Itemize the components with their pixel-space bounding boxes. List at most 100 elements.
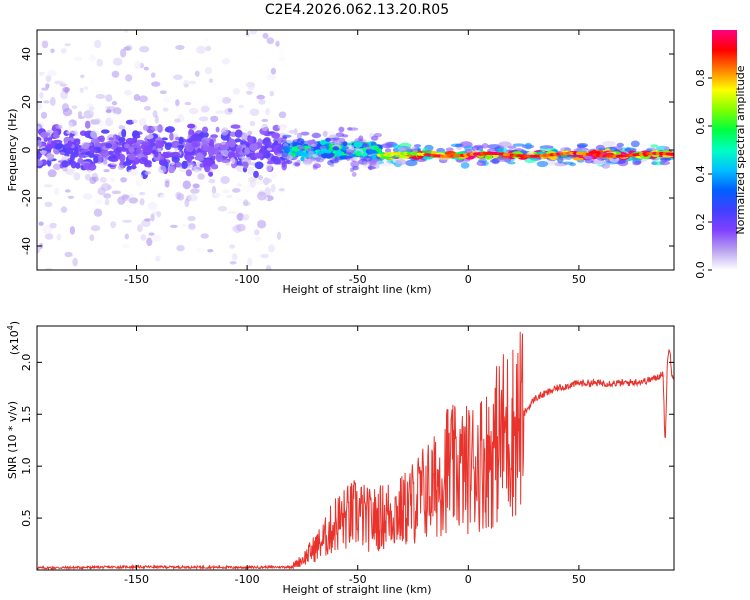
heatmap-cell — [300, 156, 305, 162]
heatmap-cell — [150, 126, 161, 131]
heatmap-cell — [37, 101, 43, 111]
heatmap-cell — [207, 249, 214, 253]
heatmap-cell — [329, 159, 340, 164]
heatmap-cell — [49, 97, 56, 106]
heatmap-cell — [230, 157, 236, 165]
heatmap-cell — [150, 213, 155, 222]
heatmap-cell — [194, 70, 200, 77]
heatmap-cell — [234, 129, 243, 138]
heatmap-cell — [198, 116, 209, 122]
heatmap-cell — [296, 138, 303, 142]
heatmap-cell — [210, 134, 219, 139]
heatmap-cell — [413, 144, 422, 148]
colorbar-tick-label: 0.4 — [694, 165, 707, 183]
heatmap-cell — [235, 197, 243, 204]
heatmap-cell — [254, 152, 264, 159]
heatmap-cell — [266, 147, 272, 151]
heatmap-cell — [205, 45, 212, 52]
heatmap-cell — [61, 160, 69, 168]
heatmap-cell — [154, 140, 165, 149]
heatmap-cell — [243, 185, 252, 192]
heatmap-cell — [247, 130, 253, 136]
heatmap-cell — [209, 139, 215, 148]
heatmap-cell — [160, 193, 166, 201]
heatmap-cell — [247, 257, 253, 267]
heatmap-cell — [353, 157, 361, 161]
heatmap-cell — [106, 185, 112, 190]
heatmap-cell — [226, 194, 233, 199]
snr-xtick-label: 50 — [572, 573, 586, 586]
heatmap-cell — [138, 95, 148, 103]
heatmap-cell — [109, 113, 120, 121]
heatmap-cell — [138, 157, 149, 165]
heatmap-cell — [464, 148, 473, 154]
heatmap-cell — [151, 81, 161, 87]
heatmap-cell — [175, 161, 182, 168]
heatmap-cell — [99, 177, 107, 183]
colorbar-tick-label: 0.8 — [694, 69, 707, 87]
heatmap-cell — [485, 154, 493, 160]
heatmap-cell — [146, 237, 153, 247]
heatmap-cell — [131, 119, 138, 124]
heatmap-cell — [216, 0, 226, 5]
heatmap-cell — [202, 126, 209, 134]
heatmap-cell — [203, 38, 209, 42]
heatmap-cell — [266, 74, 277, 81]
heatmap-cell — [44, 267, 53, 270]
heatmap-cell — [576, 143, 589, 148]
heatmap-cell — [134, 61, 142, 70]
heatmap-cell — [398, 146, 412, 153]
heatmap-cell — [67, 12, 71, 17]
heatmap-cell — [275, 305, 280, 309]
heatmap-cell — [81, 141, 90, 150]
heatmap-cell — [44, 201, 53, 207]
heatmap-cell — [180, 223, 186, 227]
heatmap-cell — [301, 152, 309, 156]
heatmap-cell — [220, 141, 226, 145]
heatmap-cell — [325, 150, 332, 154]
heatmap-cell — [232, 87, 240, 95]
heatmap-cell — [367, 166, 376, 170]
heatmap-cell — [105, 109, 112, 113]
spectrogram-xlabel: Height of straight line (km) — [282, 283, 431, 296]
heatmap-cell — [476, 160, 487, 167]
heatmap-cell — [168, 165, 176, 174]
heatmap-cell — [278, 56, 286, 62]
heatmap-cell — [73, 138, 81, 143]
heatmap-cell — [163, 96, 171, 104]
heatmap-cell — [560, 147, 572, 152]
heatmap-cell — [182, 180, 191, 190]
spectrogram-xtick-label: -150 — [124, 273, 149, 286]
snr-ticks: -150 -100 -50 0 50 0.5 1.0 1.5 2.0 — [20, 326, 674, 586]
heatmap-cell — [122, 244, 130, 249]
heatmap-cell — [56, 233, 62, 241]
snr-scale-label: (x104) — [6, 321, 21, 355]
heatmap-cell — [118, 137, 126, 143]
heatmap-cell — [82, 193, 93, 200]
heatmap-cell — [54, 187, 59, 196]
heatmap-cell — [630, 140, 640, 148]
heatmap-cell — [95, 199, 104, 205]
colorbar: 0.0 0.2 0.4 0.6 0.8 Normalized spectral ampl… — [694, 30, 747, 279]
heatmap-cell — [241, 132, 249, 142]
heatmap-cell — [282, 134, 292, 138]
heatmap-cell — [119, 14, 126, 22]
heatmap-cell — [65, 189, 71, 193]
heatmap-cell — [175, 45, 185, 50]
heatmap-cell — [235, 165, 245, 173]
heatmap-cell — [584, 154, 593, 161]
heatmap-cell — [175, 136, 180, 141]
heatmap-cell — [40, 131, 48, 138]
heatmap-cell — [273, 140, 279, 146]
heatmap-cell — [601, 163, 611, 169]
heatmap-cell — [341, 134, 349, 138]
heatmap-cell — [53, 163, 62, 170]
heatmap-cell — [257, 191, 267, 201]
heatmap-cell — [262, 32, 269, 39]
heatmap-cell — [39, 92, 44, 99]
heatmap-cell — [297, 145, 305, 150]
heatmap-cell — [202, 144, 209, 152]
heatmap-cell — [249, 30, 258, 35]
heatmap-cell — [352, 166, 359, 171]
heatmap-cell — [184, 198, 190, 208]
